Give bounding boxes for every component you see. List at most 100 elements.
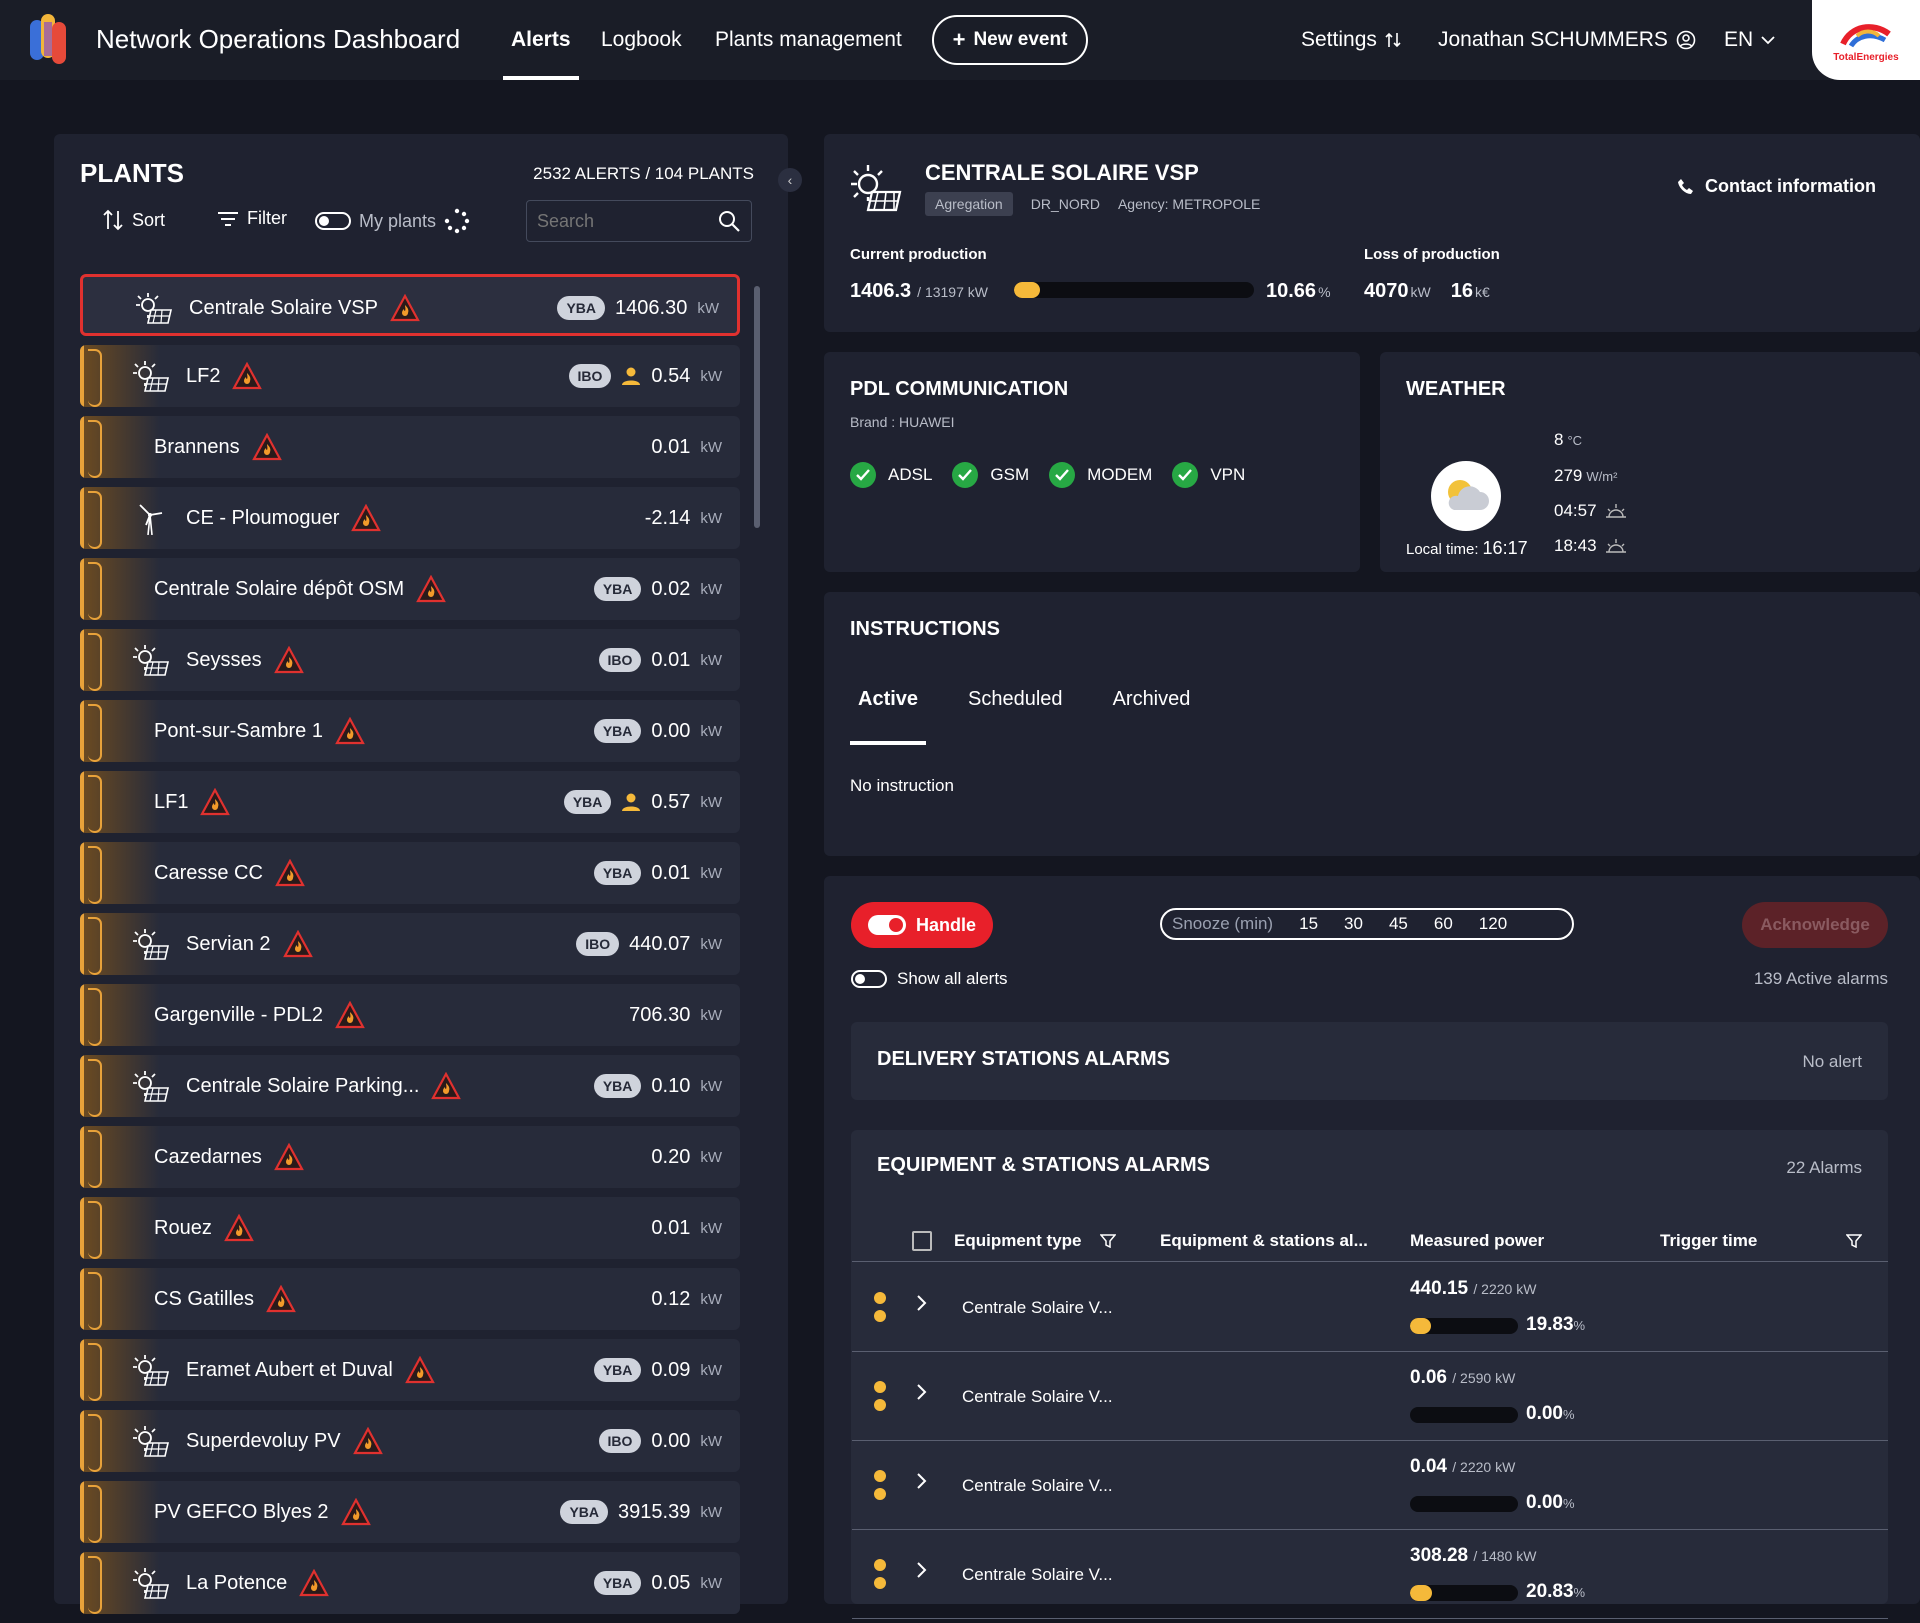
plant-row[interactable]: Eramet Aubert et Duval YBA 0.09 kW	[80, 1339, 740, 1401]
plant-row[interactable]: PV GEFCO Blyes 2 YBA 3915.39 kW	[80, 1481, 740, 1543]
alarm-row[interactable]: Centrale Solaire V... 440.15 / 2220 kW 19.…	[852, 1264, 1888, 1352]
plant-row[interactable]: Rouez 0.01 kW	[80, 1197, 740, 1259]
plant-row[interactable]: LF1 YBA 0.57 kW	[80, 771, 740, 833]
plant-row[interactable]: Servian 2 IBO 440.07 kW	[80, 913, 740, 975]
phone-icon	[1678, 178, 1693, 194]
chevron-right-icon[interactable]	[916, 1383, 928, 1407]
measured-power-value: 0.04	[1410, 1456, 1447, 1477]
chevron-right-icon[interactable]	[916, 1561, 928, 1585]
column-trigger-time[interactable]: Trigger time	[1660, 1230, 1758, 1250]
measured-power-percent: 0.00%	[1526, 1403, 1575, 1425]
filter-funnel-icon[interactable]	[1100, 1233, 1116, 1248]
plant-row[interactable]: Brannens 0.01 kW	[80, 416, 740, 478]
weather-title: WEATHER	[1406, 378, 1506, 400]
plant-power: 0.01	[651, 861, 691, 884]
solar-plant-icon	[132, 927, 170, 961]
plant-status-bar	[80, 1268, 160, 1330]
filter-icon	[218, 211, 238, 226]
plant-name: Centrale Solaire dépôt OSM	[154, 577, 405, 600]
plus-icon: +	[952, 27, 966, 52]
plant-row[interactable]: La Potence YBA 0.05 kW	[80, 1552, 740, 1614]
plant-row[interactable]: LF2 IBO 0.54 kW	[80, 345, 740, 407]
snooze-45[interactable]: 45	[1388, 914, 1408, 933]
plant-row[interactable]: Seysses IBO 0.01 kW	[80, 629, 740, 691]
plant-row[interactable]: Centrale Solaire Parking... YBA 0.10 kW	[80, 1055, 740, 1117]
plant-row[interactable]: Centrale Solaire VSP YBA 1406.30 kW	[80, 274, 740, 336]
measured-power-capacity: / 1480 kW	[1473, 1548, 1537, 1564]
alarm-row[interactable]: Centrale Solaire V... 0.06 / 2590 kW 0.00%	[852, 1353, 1888, 1441]
collapse-panel-button[interactable]: ‹	[778, 168, 802, 192]
handle-button[interactable]: Handle	[851, 902, 993, 948]
nav-alerts[interactable]: Alerts	[503, 0, 579, 80]
plant-list-scrollbar[interactable]	[754, 286, 760, 528]
loss-eur-value: 16	[1450, 280, 1473, 302]
filter-funnel-icon[interactable]	[1846, 1233, 1862, 1248]
plant-power-unit: kW	[700, 1148, 722, 1166]
search-icon[interactable]	[717, 209, 741, 233]
contact-information-button[interactable]: Contact information	[1677, 176, 1876, 197]
plant-status-bar	[80, 416, 160, 478]
search-input[interactable]	[537, 210, 707, 232]
plant-row[interactable]: Centrale Solaire dépôt OSM YBA 0.02 kW	[80, 558, 740, 620]
snooze-60[interactable]: 60	[1433, 914, 1453, 933]
tab-active[interactable]: Active	[850, 688, 927, 745]
plant-row[interactable]: CE - Ploumoguer -2.14 kW	[80, 487, 740, 549]
plant-row[interactable]: CS Gatilles 0.12 kW	[80, 1268, 740, 1330]
column-equipment-type[interactable]: Equipment type	[954, 1230, 1082, 1250]
plant-status-bar	[80, 913, 160, 975]
chevron-right-icon[interactable]	[916, 1294, 928, 1318]
plant-power: 0.10	[651, 1074, 691, 1097]
plant-name: Eramet Aubert et Duval	[186, 1358, 393, 1381]
plant-status-bar	[80, 1126, 160, 1188]
delivery-stations-status: No alert	[1802, 1052, 1862, 1071]
plant-power: 0.12	[651, 1287, 691, 1310]
snooze-30[interactable]: 30	[1344, 914, 1363, 933]
plant-row[interactable]: Pont-sur-Sambre 1 YBA 0.00 kW	[80, 700, 740, 762]
plant-row[interactable]: Cazedarnes 0.20 kW	[80, 1126, 740, 1188]
user-menu[interactable]: Jonathan SCHUMMERS	[1438, 0, 1696, 80]
fire-alert-icon	[282, 929, 313, 958]
operator-badge: IBO	[568, 364, 612, 388]
language-select[interactable]: EN	[1724, 0, 1775, 80]
solar-plant-icon	[132, 359, 170, 393]
nav-logbook[interactable]: Logbook	[601, 28, 682, 51]
settings-button[interactable]: Settings	[1301, 0, 1401, 80]
plant-row[interactable]: Gargenville - PDL2 706.30 kW	[80, 984, 740, 1046]
new-event-button[interactable]: + New event	[932, 15, 1088, 65]
acknowledge-button[interactable]: Acknowledge	[1742, 902, 1888, 948]
plant-power-unit: kW	[700, 1432, 722, 1450]
select-all-checkbox[interactable]	[912, 1230, 932, 1251]
measured-power-value: 440.15	[1410, 1278, 1469, 1299]
chevron-down-icon	[1761, 36, 1775, 45]
solar-plant-icon	[132, 1566, 170, 1600]
snooze-120[interactable]: 120	[1478, 914, 1508, 933]
user-circle-icon	[1676, 30, 1696, 50]
plants-title: PLANTS	[80, 158, 184, 188]
alarm-row[interactable]: Centrale Solaire V... 0.04 / 2220 kW 0.00%	[852, 1442, 1888, 1530]
check-icon	[1172, 462, 1199, 488]
severity-indicator-icon	[874, 1559, 886, 1589]
measured-power-bar	[1410, 1318, 1518, 1334]
plant-power: 0.01	[651, 435, 691, 458]
search-box[interactable]	[526, 200, 752, 242]
my-plants-toggle[interactable]: My plants	[315, 208, 470, 234]
show-all-alerts-toggle[interactable]: Show all alerts	[851, 969, 1008, 989]
pdl-brand: Brand : HUAWEI	[850, 414, 955, 430]
column-measured-power[interactable]: Measured power	[1410, 1230, 1545, 1250]
tab-scheduled[interactable]: Scheduled	[968, 688, 1063, 710]
nav-plants-management[interactable]: Plants management	[715, 28, 902, 51]
snooze-15[interactable]: 15	[1299, 914, 1319, 933]
fire-alert-icon	[404, 1355, 435, 1384]
alarm-row[interactable]: Centrale Solaire V... 308.28 / 1480 kW 20.…	[852, 1531, 1888, 1619]
plant-power-unit: kW	[700, 651, 722, 669]
chevron-right-icon[interactable]	[916, 1472, 928, 1496]
plant-row[interactable]: Caresse CC YBA 0.01 kW	[80, 842, 740, 904]
plant-power: 0.09	[651, 1358, 691, 1381]
sort-button[interactable]: Sort	[102, 208, 165, 232]
tab-archived[interactable]: Archived	[1112, 688, 1191, 710]
column-equipment-alarms[interactable]: Equipment & stations al...	[1160, 1230, 1368, 1250]
plant-row[interactable]: Superdevoluy PV IBO 0.00 kW	[80, 1410, 740, 1472]
plant-power: 0.00	[651, 719, 691, 742]
filter-button[interactable]: Filter	[217, 208, 287, 229]
alarm-equipment-name: Centrale Solaire V...	[962, 1565, 1113, 1584]
